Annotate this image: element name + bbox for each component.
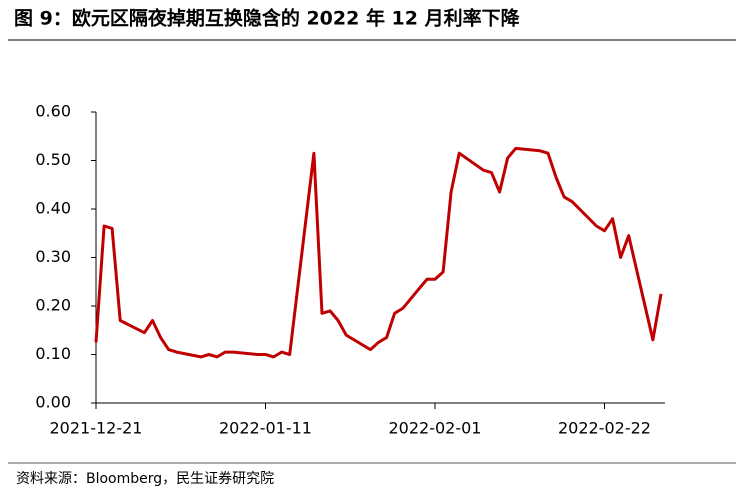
line-series [94,146,663,359]
source: 资料来源：Bloomberg，民生证券研究院 [16,471,274,487]
y-tick-label: 0.30 [35,247,71,266]
y-tick-label: 0.10 [35,344,71,363]
x-tick-label: 2021-12-21 [50,419,143,438]
y-tick-label: 0.00 [35,393,71,412]
y-tick-label: 0.20 [35,296,71,315]
x-tick-label: 2022-02-01 [389,419,482,438]
y-tick-label: 0.60 [35,102,71,121]
chart-title: 图 9：欧元区隔夜掉期互换隐含的 2022 年 12 月利率下降 [14,7,521,30]
y-tick-label: 0.40 [35,199,71,218]
y-tick-label: 0.50 [35,150,71,169]
x-tick-label: 2022-01-11 [219,419,312,438]
x-tick-label: 2022-02-22 [558,419,651,438]
